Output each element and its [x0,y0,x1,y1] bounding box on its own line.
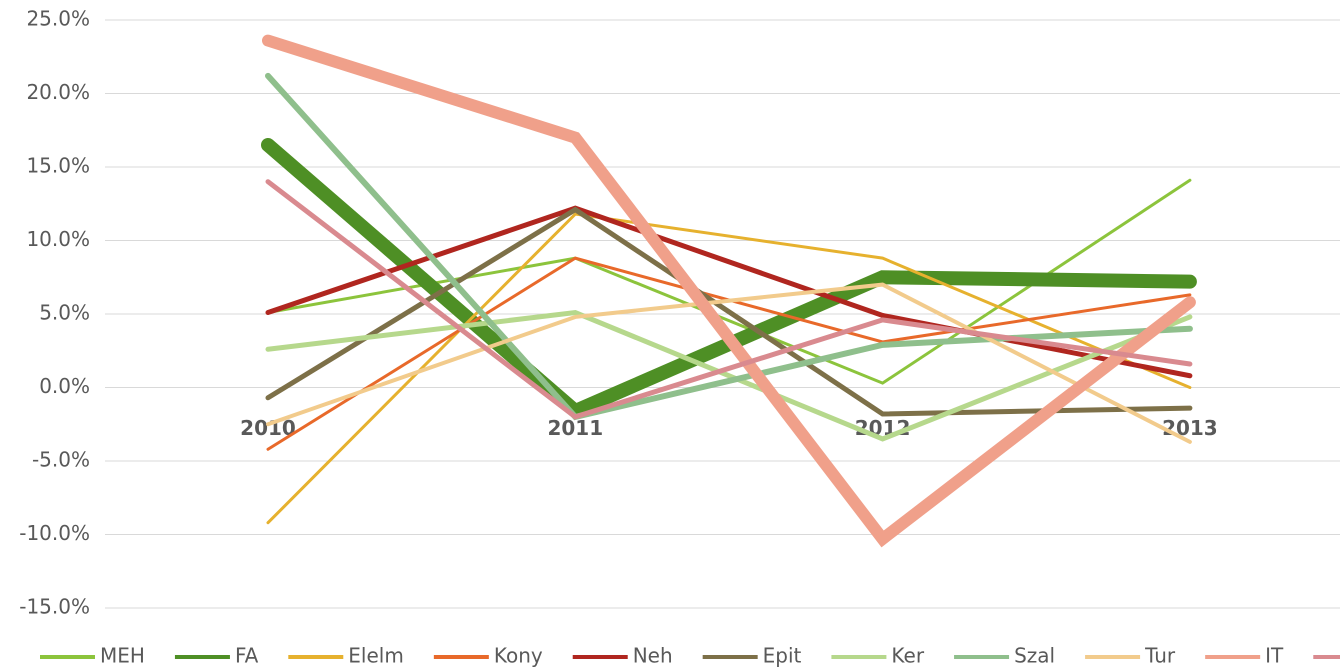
legend-item: Szal [954,644,1055,668]
y-tick-label: 15.0% [26,154,90,178]
legend-item: Ker [831,644,925,668]
series-line [265,179,1193,420]
y-tick-label: -15.0% [19,595,90,619]
y-tick-label: -10.0% [19,521,90,545]
series-line [265,206,1193,417]
series-line [265,72,1193,421]
y-tick-label: 20.0% [26,80,90,104]
y-tick-label: 10.0% [26,227,90,251]
y-tick-label: -5.0% [32,448,90,472]
series-line [265,205,1193,379]
legend-item: IT [1205,644,1284,668]
legend-item: Tur [1085,644,1176,668]
legend-item: Szol [1313,655,1340,659]
legend-label: Ker [891,644,924,668]
legend-item: Epit [702,644,802,668]
series-line [266,282,1192,444]
legend-label: Tur [1144,644,1176,668]
legend-item: Kony [433,644,543,668]
x-tick-label: 2012 [855,416,911,440]
legend-item: Elelm [288,644,404,668]
legend-label: Neh [633,644,673,668]
legend-label: Epit [763,644,802,668]
series-line [266,212,1192,525]
legend-item: FA [174,644,259,668]
x-tick-label: 2013 [1162,416,1218,440]
legend-label: IT [1265,644,1284,668]
legend-label: FA [235,644,259,668]
y-tick-label: 25.0% [26,7,90,31]
legend-item: Neh [572,644,673,668]
legend-label: Kony [494,644,543,668]
x-tick-label: 2011 [547,416,603,440]
legend-label: MEH [100,644,145,668]
legend-label: Szal [1014,644,1055,668]
series-line [265,309,1193,442]
legend-label: Elelm [348,644,404,668]
y-tick-label: 5.0% [39,301,90,325]
legend-item: MEH [40,644,145,668]
series-line [262,34,1196,548]
y-tick-label: 0.0% [39,374,90,398]
